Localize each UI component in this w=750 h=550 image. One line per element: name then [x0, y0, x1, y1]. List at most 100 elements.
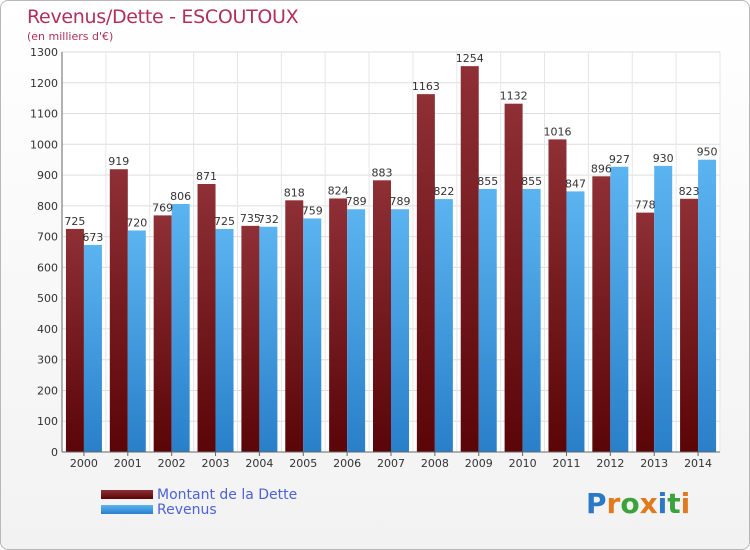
debt-bar — [285, 200, 304, 452]
debt-value-label: 778 — [635, 199, 656, 212]
revenue-bar — [259, 226, 278, 452]
y-tick-label: 300 — [37, 354, 58, 367]
revenue-bar — [698, 159, 717, 452]
x-tick-label: 2010 — [509, 457, 537, 470]
debt-bar — [153, 215, 172, 452]
x-tick-label: 2003 — [202, 457, 230, 470]
revenue-bar — [522, 188, 541, 452]
legend: Montant de la Dette Revenus — [101, 486, 298, 518]
debt-value-label: 871 — [196, 170, 217, 183]
revenue-bar — [347, 209, 366, 452]
logo-letter: o — [620, 487, 640, 520]
debt-value-label: 919 — [108, 155, 129, 168]
y-tick-label: 700 — [37, 231, 58, 244]
debt-value-label: 735 — [240, 212, 261, 225]
proxiti-logo: Proxiti — [586, 487, 690, 520]
x-tick-label: 2014 — [684, 457, 712, 470]
legend-item-debt: Montant de la Dette — [101, 486, 298, 503]
logo-letter: i — [657, 487, 668, 520]
debt-bar — [460, 66, 479, 453]
revenue-value-label: 673 — [82, 231, 103, 244]
x-tick-label: 2005 — [289, 457, 317, 470]
debt-bar — [329, 198, 348, 452]
legend-swatch-revenue — [101, 505, 153, 514]
y-tick-label: 600 — [37, 261, 58, 274]
revenue-bar — [391, 209, 409, 452]
x-tick-label: 2004 — [245, 457, 273, 470]
bars-layer — [65, 66, 717, 453]
x-tick-label: 2011 — [552, 457, 580, 470]
revenue-bar — [127, 230, 146, 452]
logo-letter: t — [667, 487, 681, 520]
x-tick-label: 2006 — [333, 457, 361, 470]
x-tick-label: 2002 — [158, 457, 186, 470]
y-tick-label: 1300 — [30, 46, 58, 59]
revenue-bar — [478, 188, 497, 452]
revenue-value-label: 732 — [258, 213, 279, 226]
y-tick-label: 400 — [37, 323, 58, 336]
y-tick-label: 1200 — [30, 77, 58, 90]
debt-bar — [548, 139, 567, 452]
legend-label-debt: Montant de la Dette — [157, 486, 298, 503]
x-tick-label: 2007 — [377, 457, 405, 470]
revenue-value-label: 847 — [565, 177, 586, 190]
revenue-value-label: 855 — [521, 175, 542, 188]
debt-value-label: 1163 — [412, 80, 440, 93]
y-tick-label: 0 — [51, 446, 58, 459]
revenue-value-label: 720 — [126, 216, 147, 229]
y-tick-label: 1000 — [30, 138, 58, 151]
revenue-bar — [303, 218, 322, 452]
revenue-value-label: 789 — [390, 195, 411, 208]
y-tick-label: 800 — [37, 200, 58, 213]
revenue-value-label: 930 — [653, 152, 674, 165]
revenue-value-label: 927 — [609, 153, 630, 166]
revenue-bar — [654, 165, 673, 452]
revenue-bar — [171, 204, 190, 452]
debt-bar — [373, 180, 391, 453]
x-tick-label: 2008 — [421, 457, 449, 470]
revenue-value-label: 855 — [477, 175, 498, 188]
logo-letter: i — [680, 487, 691, 520]
legend-swatch-debt — [101, 490, 153, 499]
debt-value-label: 883 — [372, 166, 393, 179]
debt-bar — [680, 198, 699, 452]
debt-bar — [636, 212, 655, 452]
legend-label-revenue: Revenus — [157, 501, 217, 518]
debt-value-label: 896 — [591, 162, 612, 175]
debt-bar — [416, 94, 435, 453]
y-tick-label: 1100 — [30, 108, 58, 121]
y-tick-label: 200 — [37, 384, 58, 397]
revenue-value-label: 822 — [433, 185, 454, 198]
logo-letter: x — [639, 487, 658, 520]
x-tick-label: 2000 — [70, 457, 98, 470]
y-tick-label: 500 — [37, 292, 58, 305]
axis-layer: 0 100 200 300 400 500 600 700 800 900 1000 1100 1200… — [30, 46, 720, 470]
debt-value-label: 818 — [284, 186, 305, 199]
x-tick-label: 2009 — [465, 457, 493, 470]
x-tick-label: 2001 — [114, 457, 142, 470]
y-tick-label: 100 — [37, 415, 58, 428]
debt-bar — [241, 225, 260, 452]
y-tick-label: 900 — [37, 169, 58, 182]
debt-value-label: 824 — [328, 184, 349, 197]
revenue-bar — [566, 191, 585, 452]
debt-bar — [109, 169, 128, 452]
revenue-value-label: 806 — [170, 190, 191, 203]
debt-bar — [197, 184, 216, 452]
x-tick-label: 2013 — [640, 457, 668, 470]
revenue-value-label: 950 — [697, 146, 718, 159]
legend-item-revenue: Revenus — [101, 501, 297, 518]
chart-title: Revenus/Dette - ESCOUTOUX — [27, 6, 299, 28]
x-tick-label: 2012 — [596, 457, 624, 470]
logo-letter: r — [606, 487, 621, 520]
logo-letter: P — [586, 487, 607, 520]
debt-bar — [504, 103, 523, 452]
debt-value-label: 1016 — [543, 125, 571, 138]
debt-value-label: 725 — [64, 215, 85, 228]
chart-subtitle: (en milliers d'€) — [27, 30, 114, 43]
revenue-bar — [215, 228, 234, 452]
debt-value-label: 769 — [152, 201, 173, 214]
